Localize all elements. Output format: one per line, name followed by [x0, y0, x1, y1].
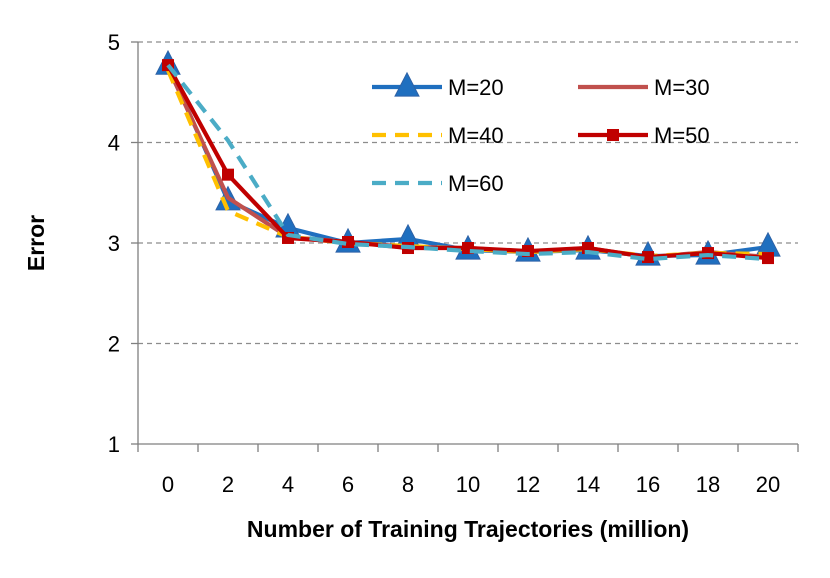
x-tick-label: 10 — [456, 472, 480, 497]
legend-item-m-60: M=60 — [372, 171, 504, 196]
y-axis-title: Error — [23, 215, 49, 271]
legend-item-m-40: M=40 — [372, 123, 504, 148]
data-series — [155, 49, 781, 266]
grid-lines — [138, 41, 798, 345]
x-tick-label: 8 — [402, 472, 414, 497]
legend-label: M=40 — [448, 123, 504, 148]
data-point-square — [522, 245, 534, 258]
y-tick-label: 2 — [108, 332, 120, 357]
x-tick-label: 14 — [576, 472, 600, 497]
legend-label: M=20 — [448, 75, 504, 100]
y-tick-label: 1 — [108, 432, 120, 457]
x-tick-label: 4 — [282, 472, 294, 497]
legend-label: M=60 — [448, 171, 504, 196]
data-point-square — [222, 168, 234, 181]
legend-item-m-20: M=20 — [372, 71, 504, 100]
y-tick-label: 5 — [108, 30, 120, 55]
x-axis-title: Number of Training Trajectories (million… — [247, 516, 689, 542]
legend-label: M=30 — [654, 75, 710, 100]
y-tick-label: 3 — [108, 231, 120, 256]
x-tick-label: 16 — [636, 472, 660, 497]
x-tick-label: 0 — [162, 472, 174, 497]
x-tick-label: 2 — [222, 472, 234, 497]
y-tick-label: 4 — [108, 131, 120, 156]
series-line — [166, 63, 769, 262]
legend-item-m-30: M=30 — [578, 75, 710, 100]
series-m-60 — [166, 63, 769, 262]
legend-label: M=50 — [654, 123, 710, 148]
series-m-50 — [162, 59, 774, 265]
x-tick-label: 20 — [756, 472, 780, 497]
x-tick-label: 12 — [516, 472, 540, 497]
x-tick-label: 6 — [342, 472, 354, 497]
legend-marker-square — [607, 129, 619, 141]
data-point-square — [642, 251, 654, 264]
legend-item-m-50: M=50 — [578, 123, 710, 148]
legend-marker-triangle — [394, 71, 420, 97]
x-tick-label: 18 — [696, 472, 720, 497]
legend: M=20 M=30 M=40 M=50 M=60 — [372, 71, 710, 196]
data-point-square — [762, 252, 774, 265]
